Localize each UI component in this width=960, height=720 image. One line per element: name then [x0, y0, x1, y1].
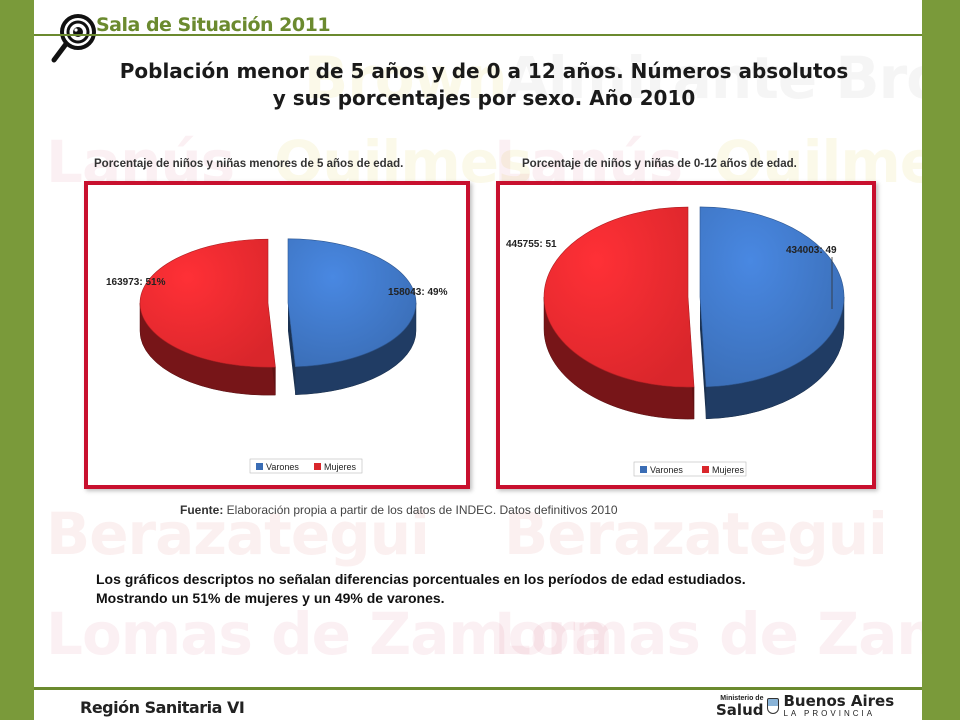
legend-label-mujeres: Mujeres: [324, 462, 357, 472]
header-divider: [34, 34, 922, 36]
salud-label: Salud: [716, 701, 764, 719]
chart-2-svg: 434003: 49 445755: 51 Varones Mujeres: [506, 206, 845, 477]
buenos-aires-label: Buenos Aires: [783, 692, 895, 710]
chart-1-svg: 158043: 49% 163973: 51% Varones Mujeres: [106, 238, 448, 474]
frame-left: [0, 0, 34, 720]
watermark-10: Lomas de Zamora: [494, 600, 922, 668]
description: Los gráficos descriptos no señalan difer…: [96, 570, 896, 608]
pie-slice-mujeres: [139, 238, 276, 396]
legend-label-varones: Varones: [266, 462, 299, 472]
chart-1-title: Porcentaje de niños y niñas menores de 5…: [94, 158, 404, 170]
chart-2-frame: 434003: 49 445755: 51 Varones Mujeres: [496, 181, 876, 489]
page-title-line-1: Población menor de 5 años y de 0 a 12 añ…: [119, 59, 849, 83]
header-title: Sala de Situación 2011: [96, 14, 331, 36]
page-title: Población menor de 5 años y de 0 a 12 añ…: [84, 58, 884, 112]
legend-label-varones: Varones: [650, 465, 683, 475]
source-note: Fuente: Elaboración propia a partir de l…: [180, 503, 618, 517]
chart-1-frame: 158043: 49% 163973: 51% Varones Mujeres: [84, 181, 470, 489]
watermark-8: Berazategui: [504, 500, 888, 568]
chart-legend: Varones Mujeres: [633, 461, 747, 477]
eye-magnifier-icon: [51, 14, 96, 63]
pie-slice-varones: [699, 206, 845, 420]
legend-swatch-varones: [256, 463, 263, 470]
description-line-1: Los gráficos descriptos no señalan difer…: [96, 571, 746, 587]
legend-label-mujeres: Mujeres: [712, 465, 745, 475]
slide: Brown Almirante Brown Lanús Quilmes Lanú…: [34, 0, 922, 690]
footer: Región Sanitaria VI Ministerio de Salud …: [34, 690, 922, 720]
page-title-line-2: y sus porcentajes por sexo. Año 2010: [272, 86, 696, 110]
data-label-varones: 434003: 49: [786, 245, 837, 256]
chart-legend: Varones Mujeres: [249, 458, 363, 474]
pie-slice-mujeres: [543, 206, 695, 420]
footer-title: Región Sanitaria VI: [80, 698, 245, 717]
data-label-mujeres: 163973: 51%: [106, 277, 166, 288]
ministry-logo: Ministerio de Salud Buenos Aires LA PROV…: [716, 692, 894, 720]
pie-slice-varones: [287, 238, 417, 395]
source-text: Elaboración propia a partir de los datos…: [223, 503, 618, 517]
chart-2-title: Porcentaje de niños y niñas de 0-12 años…: [522, 158, 797, 170]
legend-swatch-varones: [640, 466, 647, 473]
ministerio-label: Ministerio de: [720, 695, 764, 702]
legend-swatch-mujeres: [314, 463, 321, 470]
data-label-mujeres: 445755: 51: [506, 239, 557, 250]
frame-right: [922, 0, 960, 720]
province-seal-icon: [767, 698, 780, 714]
watermark-1: Brown: [304, 44, 508, 112]
data-label-varones: 158043: 49%: [388, 287, 448, 298]
watermark-7: Berazategui: [46, 500, 430, 568]
legend-swatch-mujeres: [702, 466, 709, 473]
la-provincia-label: LA PROVINCIA: [783, 709, 876, 718]
source-label: Fuente:: [180, 503, 224, 517]
watermark-2: Almirante Brown: [504, 44, 922, 112]
watermark-9: Lomas de Zamora: [46, 600, 613, 668]
description-line-2: Mostrando un 51% de mujeres y un 49% de …: [96, 590, 445, 606]
